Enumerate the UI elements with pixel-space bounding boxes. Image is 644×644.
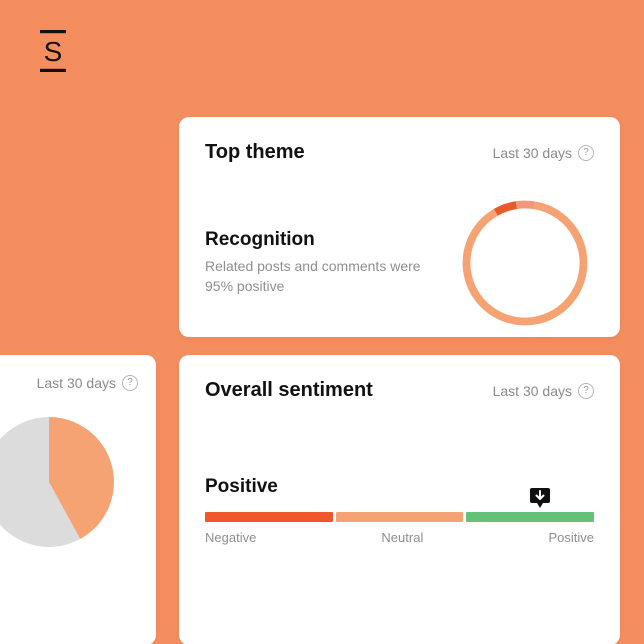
period-label: Last 30 days (37, 375, 116, 391)
donut-slice (516, 201, 536, 210)
card-title: Top theme (205, 141, 305, 164)
period-label: Last 30 days (493, 383, 572, 399)
help-icon[interactable]: ? (578, 145, 594, 161)
sentiment-bar-labels: Negative Neutral Positive (205, 530, 594, 545)
card-header: Top theme Last 30 days ? (205, 141, 594, 164)
bar-segment-label: Neutral (381, 530, 423, 545)
pie-chart (0, 417, 114, 547)
top-theme-card: Top theme Last 30 days ? Recognition Rel… (179, 117, 620, 337)
theme-subtitle: Related posts and comments were 95% posi… (205, 257, 435, 296)
card-header: Last 30 days ? (0, 375, 138, 391)
svg-text:S: S (44, 36, 63, 67)
bar-segment (466, 512, 594, 522)
sentiment-bar (205, 512, 594, 522)
donut-slice (463, 201, 588, 325)
period-selector[interactable]: Last 30 days ? (37, 375, 138, 391)
bar-segment (205, 512, 333, 522)
sentiment-card: Overall sentiment Last 30 days ? Positiv… (179, 355, 620, 644)
period-selector[interactable]: Last 30 days ? (493, 383, 594, 399)
marker-icon (528, 486, 552, 510)
period-label: Last 30 days (493, 145, 572, 161)
bar-segment-label: Negative (205, 530, 256, 545)
help-icon[interactable]: ? (122, 375, 138, 391)
bar-segment (336, 512, 464, 522)
donut-slice (494, 201, 517, 215)
side-card: Last 30 days ? (0, 355, 156, 644)
card-header: Overall sentiment Last 30 days ? (205, 379, 594, 402)
period-selector[interactable]: Last 30 days ? (493, 145, 594, 161)
help-icon[interactable]: ? (578, 383, 594, 399)
card-title: Overall sentiment (205, 379, 373, 402)
donut-chart (460, 198, 590, 328)
bar-segment-label: Positive (548, 530, 594, 545)
logo-s-icon: S (36, 30, 70, 72)
theme-name: Recognition (205, 229, 435, 251)
